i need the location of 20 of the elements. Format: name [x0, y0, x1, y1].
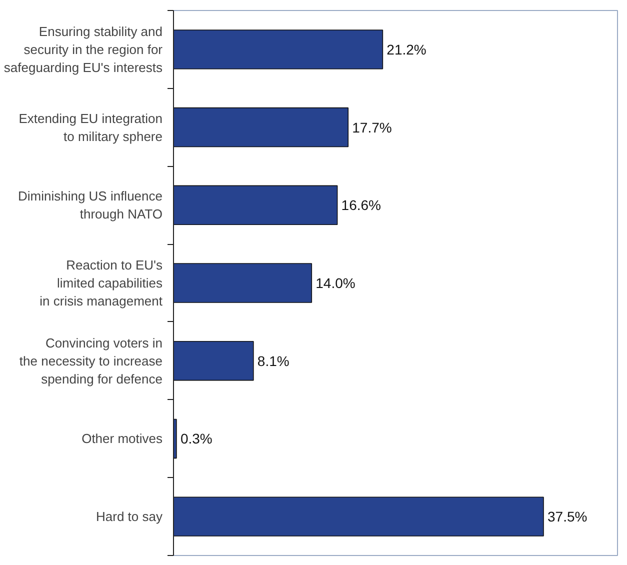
y-tick-label: Other motives: [82, 431, 163, 446]
y-tick-label: Hard to say: [96, 509, 163, 524]
data-label: 8.1%: [257, 352, 290, 369]
y-tick-label: Reaction to EU's limited capabilities in crisis management: [40, 258, 163, 308]
bar: [174, 263, 312, 303]
bar: [174, 30, 384, 70]
data-label: 17.7%: [352, 119, 392, 136]
data-label: 14.0%: [316, 275, 356, 291]
bar: [174, 496, 544, 536]
y-tick-label: Extending EU integration to military sphere: [18, 110, 163, 144]
y-tick-label: Diminishing US influence through NATO: [18, 188, 163, 222]
data-label: 37.5%: [548, 508, 588, 525]
bar: [174, 107, 349, 148]
data-label: 16.6%: [341, 197, 381, 214]
bar: [174, 340, 254, 381]
y-tick-label: Convincing voters in the necessity to increase spending for defence: [19, 335, 163, 386]
y-tick-label: Ensuring stability and security in the region for safeguarding EU's interests: [4, 24, 164, 75]
bar: [174, 185, 338, 226]
data-label: 0.3%: [180, 430, 212, 447]
data-label: 21.2%: [386, 41, 426, 58]
